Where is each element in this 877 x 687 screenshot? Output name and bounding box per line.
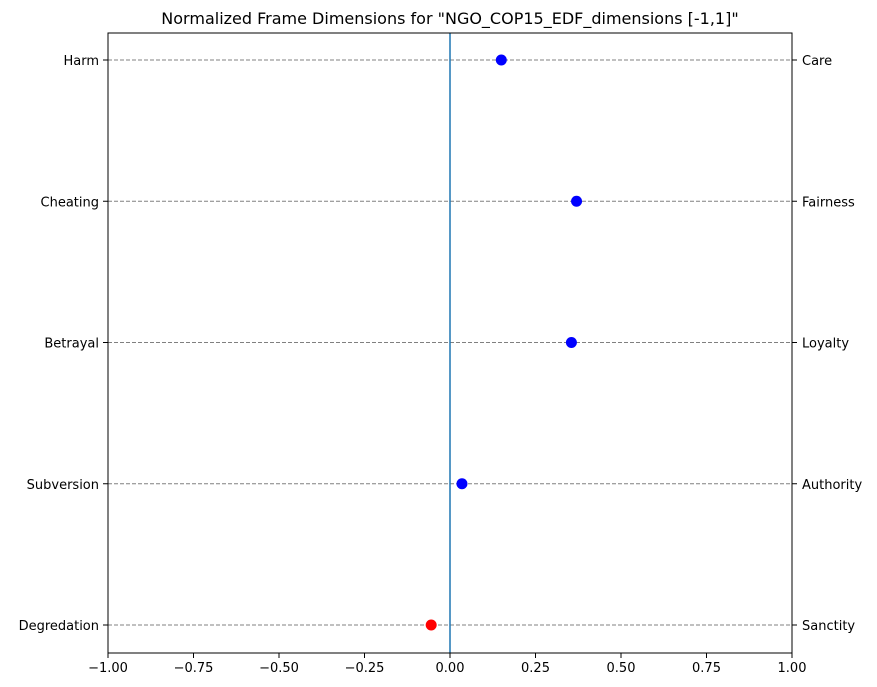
data-point <box>456 478 468 490</box>
data-point <box>565 337 577 348</box>
y-tick-label-left: Subversion <box>27 478 99 493</box>
y-tick-label-left: Degredation <box>19 619 99 634</box>
y-tick-label-right: Care <box>802 54 832 69</box>
y-tick-label-right: Sanctity <box>802 619 855 634</box>
x-tick-label: −0.25 <box>345 661 385 676</box>
data-point <box>571 195 583 207</box>
data-point <box>425 619 437 631</box>
y-tick-label-left: Cheating <box>41 195 99 210</box>
y-tick-label-right: Authority <box>802 478 862 493</box>
x-tick-label: −0.50 <box>259 661 299 676</box>
y-tick-label-left: Betrayal <box>44 337 99 352</box>
data-point <box>495 54 507 66</box>
x-tick-label: 1.00 <box>778 661 807 676</box>
x-tick-label: 0.50 <box>607 661 636 676</box>
y-tick-label-right: Loyalty <box>802 337 849 352</box>
x-tick-label: 0.00 <box>436 661 465 676</box>
y-tick-label-right: Fairness <box>802 195 855 210</box>
chart-title: Normalized Frame Dimensions for "NGO_COP… <box>161 9 738 29</box>
y-tick-label-left: Harm <box>63 54 99 69</box>
plot-area: −1.00 −0.75 −0.50 −0.25 0.00 0.25 0.50 0.75 1.00… <box>19 32 862 676</box>
x-tick-label: 0.25 <box>521 661 550 676</box>
x-tick-label: −1.00 <box>88 661 128 676</box>
x-tick-label: 0.75 <box>692 661 721 676</box>
x-tick-label: −0.75 <box>174 661 214 676</box>
